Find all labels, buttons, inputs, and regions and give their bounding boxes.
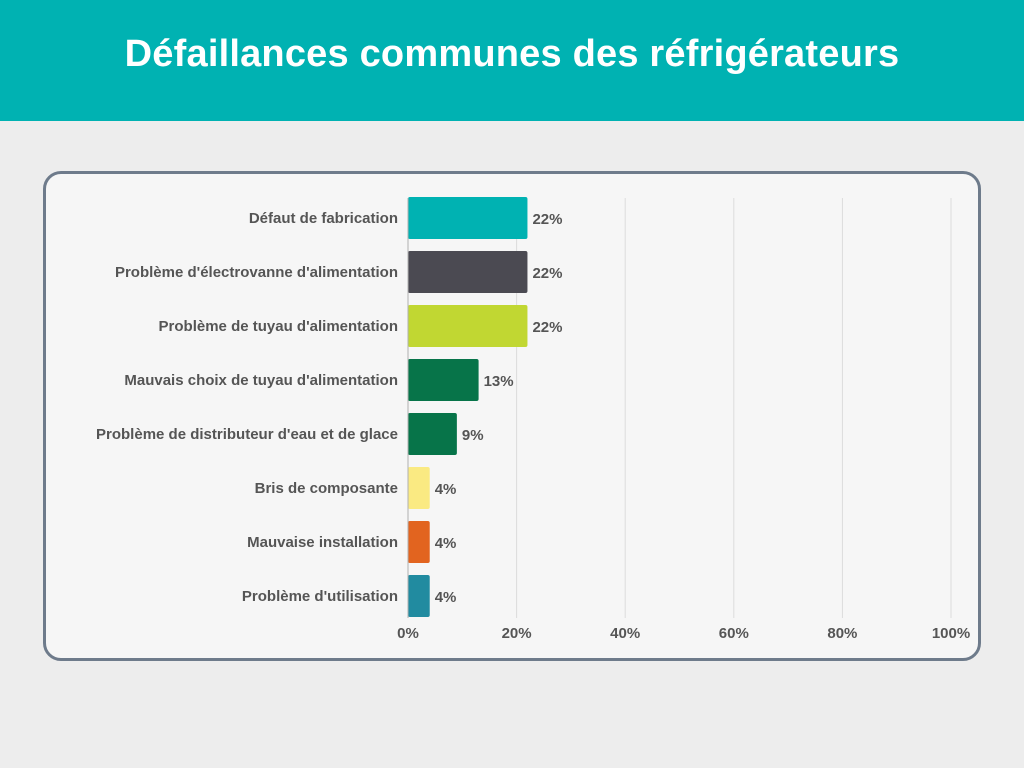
x-tick-label-1: 20%: [502, 625, 532, 642]
category-label-7: Problème d'utilisation: [242, 588, 398, 605]
value-label-1: 22%: [532, 265, 562, 282]
x-tick-label-3: 60%: [719, 625, 749, 642]
bar-7: [408, 575, 430, 617]
x-tick-label-2: 40%: [610, 625, 640, 642]
value-label-4: 9%: [462, 427, 484, 444]
value-label-6: 4%: [435, 535, 457, 552]
category-label-6: Mauvaise installation: [247, 534, 398, 551]
header-banner: Défaillances communes des réfrigérateurs: [0, 0, 1024, 121]
page-title: Défaillances communes des réfrigérateurs: [124, 33, 900, 75]
bar-3: [408, 359, 479, 401]
category-label-2: Problème de tuyau d'alimentation: [159, 318, 398, 335]
bar-chart: Défaut de fabrication 22% Problème d'élect…: [96, 197, 970, 642]
value-label-5: 4%: [435, 481, 457, 498]
x-tick-label-5: 100%: [932, 625, 970, 642]
x-tick-label-0: 0%: [397, 625, 419, 642]
value-label-2: 22%: [532, 319, 562, 336]
x-tick-label-4: 80%: [827, 625, 857, 642]
chart-card: Défaut de fabrication 22% Problème d'élect…: [43, 171, 981, 661]
category-label-1: Problème d'électrovanne d'alimentation: [115, 264, 398, 281]
category-label-3: Mauvais choix de tuyau d'alimentation: [124, 372, 398, 389]
bar-0: [408, 197, 528, 239]
value-label-0: 22%: [532, 211, 562, 228]
category-label-4: Problème de distributeur d'eau et de gla…: [96, 426, 398, 443]
bar-4: [408, 413, 457, 455]
category-label-0: Défaut de fabrication: [249, 210, 398, 227]
bar-5: [408, 467, 430, 509]
value-label-3: 13%: [484, 373, 514, 390]
bar-1: [408, 251, 528, 293]
bar-6: [408, 521, 430, 563]
value-label-7: 4%: [435, 589, 457, 606]
category-label-5: Bris de composante: [255, 480, 398, 497]
bar-2: [408, 305, 528, 347]
